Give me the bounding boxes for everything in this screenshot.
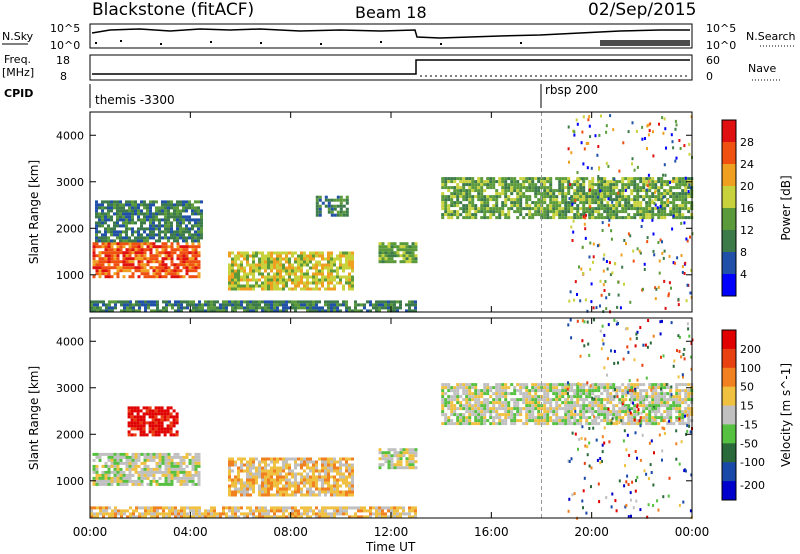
power-colorbar: 28 24 20 16 12 8 4 Power [dB] <box>721 119 793 297</box>
nave-tick-bottom: 0 <box>706 70 713 83</box>
station-title: Blackstone (fitACF) <box>92 0 254 20</box>
data-region <box>378 448 418 470</box>
power-heatmap-panel: 1000 2000 3000 4000 Slant Range [km] <box>27 111 694 314</box>
nsky-trace <box>91 28 690 39</box>
data-region <box>90 506 417 519</box>
freq-tick-top: 18 <box>56 54 70 67</box>
colorbar-swatch <box>722 142 736 165</box>
colorbar-swatch <box>722 443 736 463</box>
power-colorbar-title: Power [dB] <box>779 175 793 240</box>
y-tick-label: 4000 <box>56 335 84 348</box>
colorbar-tick-label: 15 <box>740 400 754 413</box>
colorbar-tick-label: 24 <box>740 158 754 171</box>
data-region <box>228 251 354 291</box>
colorbar-tick-label: -15 <box>740 418 758 431</box>
x-axis-ticks: 00:00 04:00 08:00 12:00 16:00 20:00 00:00 <box>73 525 710 539</box>
x-tick-label: 04:00 <box>173 525 208 539</box>
colorbar-swatch <box>722 120 736 143</box>
colorbar-tick-label: 4 <box>740 268 747 281</box>
cpid-label: CPID <box>4 87 33 100</box>
y-tick-label: 3000 <box>56 382 84 395</box>
nsearch-tick-top: 10^5 <box>706 22 736 35</box>
y-tick-label: 2000 <box>56 222 84 235</box>
x-tick-label: 12:00 <box>374 525 409 539</box>
colorbar-tick-label: 16 <box>740 202 754 215</box>
data-region <box>378 242 418 264</box>
nsky-label: N.Sky <box>2 30 34 43</box>
data-region <box>127 406 179 437</box>
data-region <box>90 300 417 313</box>
date-title: 02/Sep/2015 <box>588 0 696 20</box>
colorbar-tick-label: -50 <box>740 437 758 450</box>
cpid-segment-1: themis -3300 <box>95 93 175 107</box>
colorbar-swatch <box>722 405 736 425</box>
data-region <box>315 195 349 217</box>
colorbar-swatch <box>722 164 736 187</box>
colorbar-swatch <box>722 252 736 275</box>
nsearch-dots <box>95 40 690 46</box>
x-tick-label: 00:00 <box>73 525 108 539</box>
data-region <box>92 452 201 486</box>
data-region <box>228 457 354 497</box>
x-tick-label: 20:00 <box>574 525 609 539</box>
colorbar-swatch <box>722 186 736 209</box>
beam-title: Beam 18 <box>355 3 427 22</box>
data-region <box>441 383 694 426</box>
colorbar-tick-label: -200 <box>740 479 765 492</box>
x-tick-label: 08:00 <box>273 525 308 539</box>
freq-label-1: Freq. <box>4 53 31 66</box>
freq-label-2: [MHz] <box>2 66 34 79</box>
nave-label: Nave <box>748 62 776 75</box>
freq-tick-bottom: 8 <box>60 70 67 83</box>
x-tick-label: 16:00 <box>474 525 509 539</box>
colorbar-tick-label: -100 <box>740 456 765 469</box>
colorbar-swatch <box>722 348 736 369</box>
freq-panel: Freq. [MHz] 18 8 60 0 Nave <box>2 53 780 83</box>
nsky-panel: N.Sky 10^5 10^0 10^5 10^0 N.Search <box>2 22 796 52</box>
x-tick-label: 00:00 <box>675 525 710 539</box>
velocity-colorbar: 200 100 50 15 -15 -50 -100 Velocity [m s^-1] -20… <box>721 329 793 501</box>
colorbar-swatch <box>722 367 736 388</box>
cpid-segment-2: rbsp 200 <box>545 83 598 97</box>
y-tick-label: 3000 <box>56 176 84 189</box>
colorbar-tick-label: 100 <box>740 362 761 375</box>
colorbar-swatch <box>722 208 736 231</box>
colorbar-swatch <box>722 330 736 350</box>
freq-trace <box>92 59 690 75</box>
colorbar-swatch <box>722 424 736 444</box>
data-region <box>95 200 203 243</box>
nsky-tick-top: 10^5 <box>50 22 80 35</box>
colorbar-swatch <box>722 274 736 297</box>
colorbar-tick-label: 28 <box>740 136 754 149</box>
colorbar-swatch <box>722 462 736 482</box>
y-tick-label: 1000 <box>56 269 84 282</box>
nsearch-label: N.Search <box>746 30 796 43</box>
velocity-heatmap-panel: 1000 2000 3000 4000 Slant Range [km] <box>27 317 694 520</box>
data-region <box>92 242 201 279</box>
colorbar-tick-label: 8 <box>740 246 747 259</box>
y-axis-title: Slant Range [km] <box>27 366 41 470</box>
velocity-colorbar-title: Velocity [m s^-1] <box>779 363 793 467</box>
colorbar-tick-label: 12 <box>740 224 754 237</box>
colorbar-swatch <box>722 481 736 501</box>
y-tick-label: 4000 <box>56 129 84 142</box>
y-axis-title: Slant Range [km] <box>27 160 41 264</box>
x-axis-title: Time UT <box>365 540 416 554</box>
colorbar-tick-label: 50 <box>740 381 754 394</box>
colorbar-swatch <box>722 386 736 407</box>
colorbar-tick-label: 20 <box>740 180 754 193</box>
y-tick-label: 1000 <box>56 475 84 488</box>
colorbar-tick-label: 200 <box>740 343 761 356</box>
colorbar-swatch <box>722 230 736 253</box>
cpid-panel: CPID themis -3300 rbsp 200 <box>4 83 598 108</box>
y-tick-label: 2000 <box>56 428 84 441</box>
data-region <box>441 177 694 220</box>
nsearch-tick-bottom: 10^0 <box>706 39 736 52</box>
nave-tick-top: 60 <box>706 54 720 67</box>
nsky-tick-bottom: 10^0 <box>50 39 80 52</box>
